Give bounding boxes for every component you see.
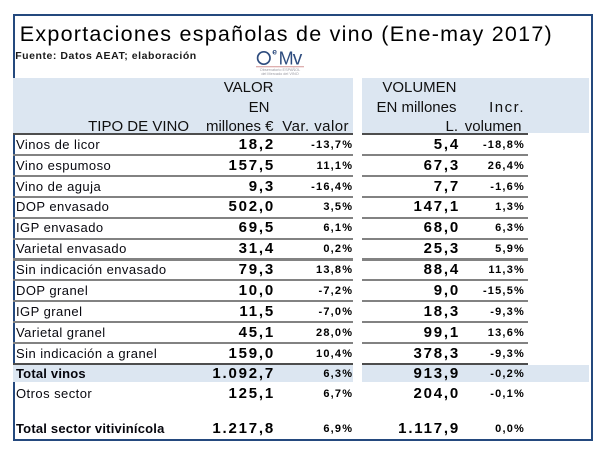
- svg-text:v: v: [293, 49, 303, 70]
- svg-text:M: M: [279, 49, 294, 69]
- svg-text:del Mercado del VINO: del Mercado del VINO: [261, 72, 298, 76]
- svg-text:e: e: [272, 47, 277, 57]
- svg-text:Observatorio ESPAÑOL: Observatorio ESPAÑOL: [260, 67, 300, 72]
